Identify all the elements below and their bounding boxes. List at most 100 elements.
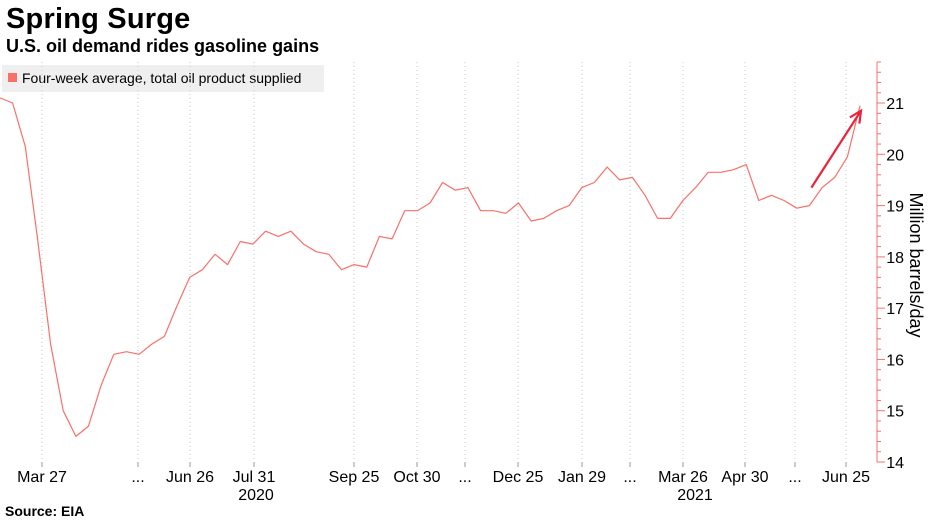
data-point (844, 154, 850, 160)
x-tick-label: Jan 29 (558, 469, 606, 486)
data-point (149, 341, 155, 347)
data-point (161, 333, 167, 339)
data-point (629, 174, 635, 180)
data-point (212, 251, 218, 257)
grid-lines (41, 62, 847, 462)
data-point (0, 95, 3, 101)
data-point (364, 264, 370, 270)
y-tick-label: 20 (886, 147, 904, 164)
data-point (655, 215, 661, 221)
data-point (440, 180, 446, 186)
data-point (452, 187, 458, 193)
data-point (553, 208, 559, 214)
data-point (832, 174, 838, 180)
data-point (237, 238, 243, 244)
data-point (225, 262, 231, 268)
y-tick-label: 16 (886, 352, 904, 369)
data-point (22, 144, 28, 150)
data-point (718, 169, 724, 175)
x-tick-label: ... (788, 469, 801, 486)
data-point (465, 185, 471, 191)
data-point (731, 167, 737, 173)
x-tick-label: Oct 30 (393, 469, 440, 486)
legend-box (2, 65, 324, 92)
data-point (326, 251, 332, 257)
x-tick-label: Jul 31 (233, 469, 276, 486)
annotations (810, 108, 863, 189)
y-axis-label: Million barrels/day (906, 192, 926, 337)
x-tick-label: Mar 27 (17, 469, 67, 486)
y-tick-label: 21 (886, 96, 904, 113)
data-point (301, 241, 307, 247)
data-point (174, 303, 180, 309)
data-point (376, 233, 382, 239)
data-point (806, 203, 812, 209)
x-axis-ticks: Mar 27... Jun 26 Jul 31 Sep 25 Oct 30... Dec … (17, 462, 870, 504)
legend-swatch (8, 73, 17, 82)
chart-subtitle: U.S. oil demand rides gasoline gains (6, 36, 320, 56)
data-point (199, 267, 205, 273)
data-point (10, 100, 16, 106)
data-point (402, 208, 408, 214)
data-point (591, 180, 597, 186)
data-point (667, 215, 673, 221)
data-point (187, 274, 193, 280)
data-point (604, 164, 610, 170)
data-point (136, 351, 142, 357)
x-tick-label: ... (623, 469, 636, 486)
data-point (427, 200, 433, 206)
data-point (743, 162, 749, 168)
data-point (288, 228, 294, 234)
x-tick-label: Dec 25 (493, 469, 544, 486)
y-tick-label: 17 (886, 301, 904, 318)
data-point (414, 208, 420, 214)
x-tick-label: Jun 25 (822, 469, 870, 486)
x-tick-label: Jun 26 (166, 469, 214, 486)
data-point (705, 169, 711, 175)
x-year-label: 2021 (677, 487, 713, 504)
data-point (338, 267, 344, 273)
data-point (263, 228, 269, 234)
x-tick-label: ... (458, 469, 471, 486)
data-point (351, 262, 357, 268)
x-year-label: 2020 (238, 487, 274, 504)
data-point (617, 177, 623, 183)
data-point (111, 351, 117, 357)
series-line (0, 97, 861, 437)
data-point (541, 215, 547, 221)
data-point (389, 236, 395, 242)
data-point (313, 249, 319, 255)
data-point (60, 408, 66, 414)
legend-label: Four-week average, total oil product sup… (22, 70, 301, 86)
y-tick-label: 18 (886, 250, 904, 267)
x-tick-label: ... (131, 469, 144, 486)
data-point (490, 208, 496, 214)
y-tick-label: 15 (886, 404, 904, 421)
source-note: Source: EIA (5, 503, 85, 519)
x-tick-label: Sep 25 (329, 469, 380, 486)
data-point (768, 192, 774, 198)
data-point (516, 200, 522, 206)
trend-arrow-shaft (810, 110, 862, 189)
data-point (275, 233, 281, 239)
series-lines (0, 95, 863, 437)
data-point (86, 423, 92, 429)
x-tick-label: Apr 30 (721, 469, 768, 486)
data-point (250, 241, 256, 247)
data-point (579, 185, 585, 191)
data-point (756, 197, 762, 203)
y-axis: 14 15 16 17 18 19 20 21 (876, 61, 904, 472)
data-point (693, 185, 699, 191)
data-point (781, 197, 787, 203)
data-point (35, 238, 41, 244)
data-point (857, 103, 863, 109)
data-point (528, 218, 534, 224)
data-point (819, 185, 825, 191)
trend-arrow-head (849, 108, 863, 124)
data-point (680, 197, 686, 203)
x-tick-label: Mar 26 (658, 469, 708, 486)
chart-title: Spring Surge (6, 3, 191, 35)
y-tick-label: 19 (886, 199, 904, 216)
data-point (48, 341, 54, 347)
